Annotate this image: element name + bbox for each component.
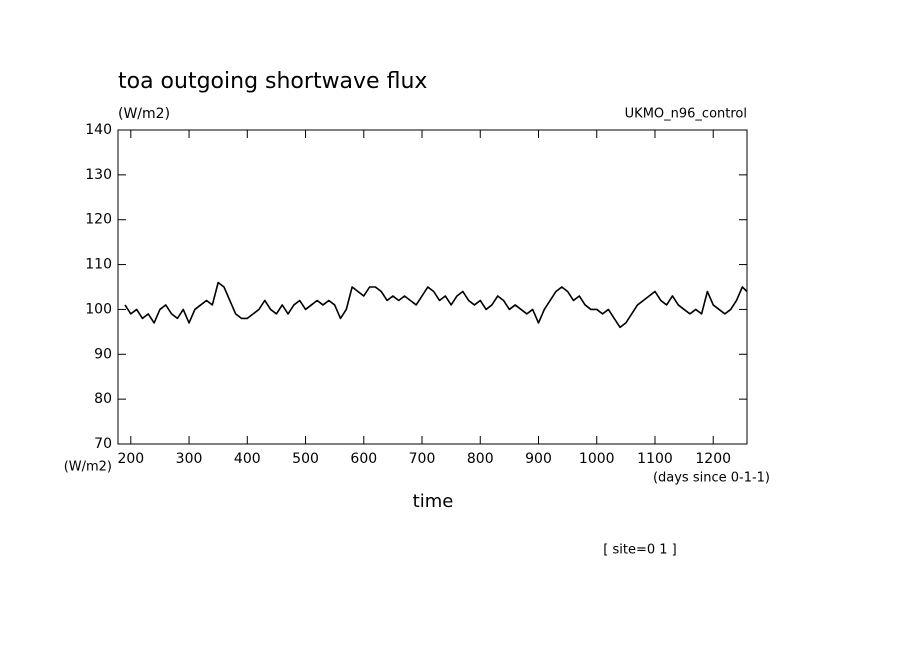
x-tick-label: 700 [409,451,436,467]
annotation: [ site=0 1 ] [603,543,676,558]
y-tick-label: 140 [85,122,112,138]
x-tick-label: 1200 [695,451,731,467]
y-tick-label: 120 [85,212,112,228]
x-tick-label: 800 [467,451,494,467]
y-tick-label: 80 [94,391,112,407]
plot-frame [117,129,748,445]
y-unit: (W/m2) [64,460,112,475]
x-tick-label: 1000 [579,451,615,467]
x-tick-label: 400 [234,451,261,467]
x-tick-label: 300 [176,451,203,467]
y-tick-label: 70 [94,436,112,452]
x-tick-label: 500 [292,451,319,467]
x-tick-label: 600 [350,451,377,467]
x-axis-label: time [413,491,454,512]
y-tick-label: 130 [85,167,112,183]
y-tick-label: 90 [94,346,112,362]
data-line [124,281,748,329]
chart-title: toa outgoing shortwave flux [118,69,427,94]
x-tick-label: 900 [525,451,552,467]
y-tick-label: 110 [85,257,112,273]
x-tick-label: 200 [117,451,144,467]
y-tick-label: 100 [85,301,112,317]
x-unit: (days since 0-1-1) [653,471,770,486]
subtitle: UKMO_n96_control [625,107,747,122]
y-unit: (W/m2) [118,106,170,122]
x-tick-label: 1100 [637,451,673,467]
